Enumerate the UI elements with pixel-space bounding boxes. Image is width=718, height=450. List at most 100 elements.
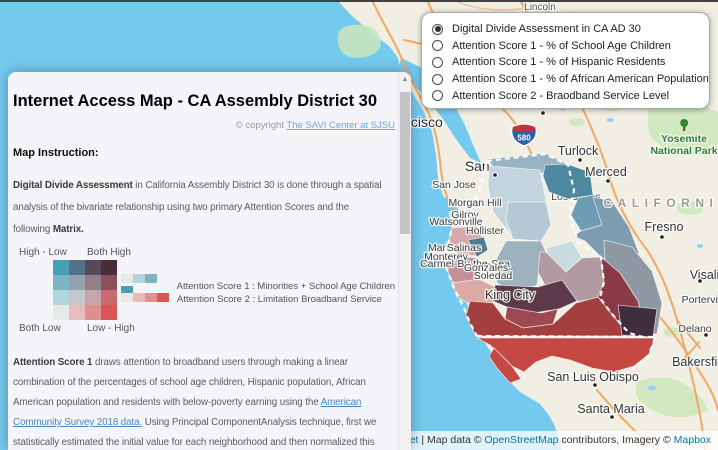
map-label: Fresno bbox=[645, 220, 684, 234]
map-label: Yosemite bbox=[661, 133, 707, 145]
map-label: Visalia bbox=[690, 268, 718, 282]
tract-dark-maroon[interactable] bbox=[492, 279, 578, 314]
acs-data-link[interactable]: Community Survey 2018 data. bbox=[13, 417, 143, 428]
score2-color-ramp bbox=[121, 293, 169, 305]
mapbox-link[interactable]: Mapbox bbox=[673, 434, 711, 446]
ramp-cell bbox=[121, 293, 133, 302]
city-dot bbox=[605, 178, 611, 184]
city-dot bbox=[659, 234, 665, 240]
map-label: King City bbox=[485, 288, 536, 302]
ramp-cell bbox=[145, 293, 157, 302]
acs-data-link[interactable]: American bbox=[320, 397, 362, 408]
map-label: Watsonville bbox=[429, 216, 482, 228]
bivariate-color-matrix bbox=[53, 260, 117, 320]
map-instruction-heading: Map Instruction: bbox=[13, 147, 99, 159]
layer-radio-list: Digital Divide Assessment in CA AD 30 Att… bbox=[432, 21, 709, 104]
map-label: Turlock bbox=[558, 144, 599, 158]
attribution-text: | Map data © bbox=[418, 434, 485, 446]
map-label: Porterville bbox=[682, 294, 718, 306]
map-label: Lincoln bbox=[524, 2, 556, 13]
map-label: Morgan Hill bbox=[448, 197, 501, 209]
map-label: Hollister bbox=[466, 225, 504, 237]
paragraph-line: Community Survey 2018 data. Using Princi… bbox=[13, 417, 377, 428]
scrollbar-thumb[interactable] bbox=[400, 92, 410, 234]
tract-mid-pale-blue[interactable] bbox=[505, 201, 552, 242]
matrix-label-bottom-right: Low - High bbox=[87, 323, 135, 334]
radio-option-3[interactable]: Attention Score 1 - % of African America… bbox=[432, 71, 709, 88]
tract-ne-steel-blue[interactable] bbox=[542, 163, 594, 200]
radio-option-label: Attention Score 1 - % of School Age Chil… bbox=[452, 39, 671, 52]
radio-selected-icon[interactable] bbox=[432, 23, 443, 35]
ramp-cell bbox=[133, 274, 145, 283]
radio-icon[interactable] bbox=[432, 90, 443, 102]
city-dot bbox=[703, 332, 709, 338]
city-dot bbox=[592, 382, 598, 388]
city-dot bbox=[492, 172, 498, 178]
score1-color-ramp bbox=[121, 274, 169, 298]
map-label: San Luis Obispo bbox=[547, 370, 639, 384]
ramp-cell bbox=[157, 293, 169, 302]
instruction-paragraph-2: Attention Score 1 draws attention to bro… bbox=[13, 353, 395, 450]
radio-option-4[interactable]: Attention Score 2 - Braodband Service Le… bbox=[432, 87, 709, 104]
interstate-580-shield: 580 bbox=[510, 123, 538, 147]
window-top-border bbox=[0, 0, 718, 2]
radio-option-1[interactable]: Attention Score 1 - % of School Age Chil… bbox=[432, 38, 709, 55]
scroll-up-button[interactable]: ▲ bbox=[401, 75, 409, 83]
city-markers bbox=[492, 110, 709, 420]
radio-option-label: Attention Score 1 - % of African America… bbox=[452, 73, 709, 86]
map-label: Gilroy bbox=[451, 209, 479, 221]
score-ramps: Attention Score 1 : Minorities + School … bbox=[121, 274, 395, 307]
paragraph-line: American population and residents with b… bbox=[13, 397, 362, 408]
map-label: Delano bbox=[678, 323, 711, 335]
openstreetmap-link[interactable]: OpenStreetMap bbox=[484, 434, 559, 446]
ramp-cell bbox=[121, 274, 133, 283]
city-dot bbox=[577, 157, 583, 163]
map-label: Gonzales bbox=[464, 262, 508, 274]
map-label: Soledad bbox=[474, 270, 513, 282]
matrix-cell bbox=[69, 260, 85, 275]
map-label: Santa Maria bbox=[577, 402, 644, 416]
tract-teal-spot[interactable] bbox=[467, 236, 489, 258]
city-dot bbox=[609, 414, 615, 420]
map-label: CALIFORNIA bbox=[604, 196, 718, 210]
radio-icon[interactable] bbox=[432, 73, 443, 85]
radio-icon[interactable] bbox=[432, 56, 443, 68]
bivariate-matrix-legend: High - Low Both High Both Low Low - High… bbox=[13, 247, 395, 339]
choropleth-layer bbox=[445, 152, 663, 384]
svg-text:580: 580 bbox=[517, 134, 531, 143]
ramp-cell bbox=[121, 286, 133, 295]
matrix-cell bbox=[85, 290, 101, 305]
matrix-cell bbox=[101, 290, 117, 305]
tract-red-coastal[interactable] bbox=[488, 347, 522, 384]
radio-option-0[interactable]: Digital Divide Assessment in CA AD 30 bbox=[432, 21, 709, 38]
map-label: Merced bbox=[585, 165, 627, 179]
matrix-cell bbox=[69, 290, 85, 305]
map-label: Monterey bbox=[424, 251, 469, 263]
savi-center-link[interactable]: The SAVI Center at SJSU bbox=[286, 120, 395, 131]
matrix-cell bbox=[69, 305, 85, 320]
page-title: Internet Access Map - CA Assembly Distri… bbox=[13, 92, 378, 110]
matrix-cell bbox=[53, 275, 69, 290]
map-label: Carmel-By-the-Sea bbox=[420, 258, 510, 270]
radio-icon[interactable] bbox=[432, 40, 443, 52]
matrix-cell bbox=[101, 260, 117, 275]
info-panel-content: Internet Access Map - CA Assembly Distri… bbox=[8, 72, 411, 450]
matrix-label-top-left: High - Low bbox=[19, 247, 67, 258]
radio-option-2[interactable]: Attention Score 1 - % of Hispanic Reside… bbox=[432, 54, 709, 71]
layer-control-panel: Digital Divide Assessment in CA AD 30 Att… bbox=[421, 12, 710, 109]
paragraph-line: combination of the percentages of school… bbox=[13, 377, 366, 388]
map-labels: Lincoln San Jose Morgan HillGilroyWatsonvi… bbox=[419, 1, 718, 418]
copyright-line: © copyright The SAVI Center at SJSU bbox=[13, 120, 395, 131]
matrix-cell bbox=[69, 275, 85, 290]
info-panel: Internet Access Map - CA Assembly Distri… bbox=[8, 72, 411, 450]
panel-scrollbar[interactable]: ▲ bbox=[398, 72, 411, 450]
paragraph-line: Attention Score 1 draws attention to bro… bbox=[13, 357, 348, 368]
tract-dark-slate[interactable] bbox=[617, 304, 658, 338]
map-attribution: Leaflet | Map data © OpenStreetMap contr… bbox=[378, 431, 718, 450]
copyright-text: © copyright bbox=[235, 120, 287, 131]
map-label: San Jose bbox=[432, 179, 476, 191]
ramp-cell bbox=[133, 293, 145, 302]
paragraph-line: analysis of the bivariate relationship u… bbox=[13, 202, 350, 213]
matrix-label-bottom-left: Both Low bbox=[19, 323, 61, 334]
